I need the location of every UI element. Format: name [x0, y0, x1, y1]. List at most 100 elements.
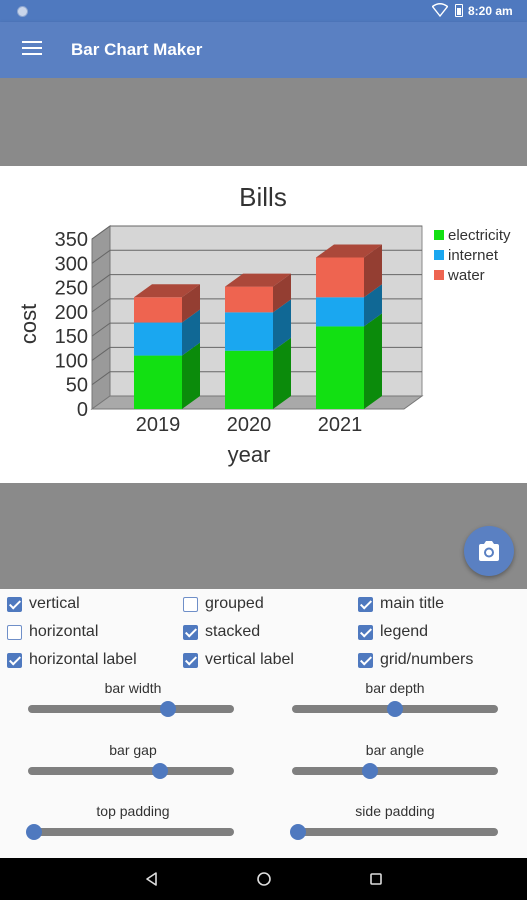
- option-label: vertical: [29, 595, 80, 612]
- bar-side: [273, 337, 291, 409]
- bar-width-slider[interactable]: [28, 699, 234, 719]
- checkbox[interactable]: [183, 596, 198, 612]
- option-horizontal-label[interactable]: horizontal label: [7, 649, 137, 671]
- slider-thumb[interactable]: [151, 763, 168, 779]
- bar-gap-label: bar gap: [109, 742, 157, 758]
- bar-segment: [316, 326, 364, 409]
- app-bar: Bar Chart Maker: [0, 22, 527, 78]
- controls-panel: vertical grouped main title horizontal s…: [0, 589, 527, 858]
- chart-side-wall: [91, 225, 111, 410]
- option-vertical-label[interactable]: vertical label: [183, 649, 294, 671]
- home-icon[interactable]: [256, 871, 272, 887]
- slider-thumb[interactable]: [387, 701, 403, 717]
- hamburger-icon[interactable]: [22, 41, 42, 57]
- y-axis-label: cost: [16, 304, 41, 344]
- bar-side: [182, 309, 200, 356]
- chart-area: 350 300 250 200 150 100 50 0 2019 2020 2021 Bills ye…: [0, 166, 527, 483]
- slider-thumb[interactable]: [290, 824, 307, 840]
- navigation-bar: [0, 858, 527, 900]
- bar-segment: [225, 286, 273, 313]
- gridline-side: [91, 347, 111, 361]
- slider-thumb[interactable]: [26, 824, 43, 840]
- top-padding-label: top padding: [96, 803, 170, 819]
- bar-side: [273, 299, 291, 351]
- slider-thumb[interactable]: [362, 763, 379, 779]
- bar-depth-slider[interactable]: [292, 699, 498, 719]
- checkbox[interactable]: [358, 624, 373, 640]
- slider-thumb[interactable]: [160, 701, 177, 717]
- app-title: Bar Chart Maker: [71, 40, 203, 59]
- bar-side: [182, 284, 200, 323]
- checkbox[interactable]: [7, 596, 22, 612]
- option-label: stacked: [205, 623, 261, 640]
- y-tick-label: 50: [66, 375, 88, 397]
- y-tick-label: 100: [55, 350, 88, 372]
- option-stacked[interactable]: stacked: [183, 621, 260, 643]
- gridline-side: [91, 298, 111, 313]
- x-axis-label: year: [228, 442, 271, 467]
- bar-side: [364, 313, 382, 409]
- bar-top: [316, 244, 382, 258]
- y-tick-label: 350: [55, 229, 88, 251]
- x-tick-label: 2021: [318, 414, 363, 436]
- bar-segment: [316, 257, 364, 298]
- checkbox[interactable]: [7, 652, 22, 668]
- gridline-side: [91, 274, 111, 288]
- legend-swatch: [434, 270, 444, 280]
- bar-side: [182, 342, 200, 409]
- checkbox[interactable]: [7, 624, 22, 640]
- option-grid-numbers[interactable]: grid/numbers: [358, 649, 473, 671]
- option-label: legend: [380, 623, 429, 640]
- option-legend[interactable]: legend: [358, 621, 428, 643]
- gridline-side: [91, 322, 111, 337]
- top-padding-slider[interactable]: [26, 822, 234, 842]
- checkbox[interactable]: [183, 624, 198, 640]
- bar-segment: [134, 355, 182, 409]
- bar-gap-slider[interactable]: [28, 761, 234, 781]
- recents-icon[interactable]: [369, 871, 383, 887]
- option-label: main title: [380, 595, 445, 612]
- bar-depth-label: bar depth: [365, 680, 425, 696]
- bar-top: [225, 273, 291, 287]
- back-icon[interactable]: [144, 871, 158, 887]
- camera-button[interactable]: [464, 526, 514, 576]
- bar-side: [273, 273, 291, 313]
- option-grouped[interactable]: grouped: [183, 593, 264, 615]
- canvas-background-bottom: [0, 483, 527, 589]
- battery-icon: [455, 4, 463, 17]
- option-vertical[interactable]: vertical: [7, 593, 80, 615]
- camera-icon: [479, 541, 499, 561]
- x-tick-label: 2020: [227, 414, 272, 436]
- side-padding-slider[interactable]: [290, 822, 498, 842]
- bar-angle-label: bar angle: [365, 742, 425, 758]
- y-tick-label: 300: [55, 253, 88, 275]
- legend-label: internet: [448, 247, 499, 264]
- option-label: grouped: [205, 595, 264, 612]
- chart-title: Bills: [239, 182, 287, 212]
- bar-side: [364, 284, 382, 327]
- wifi-icon: [432, 3, 448, 17]
- option-horizontal[interactable]: horizontal: [7, 621, 98, 643]
- canvas-background-top: [0, 78, 527, 166]
- status-bar: 8:20 am: [0, 0, 527, 22]
- checkbox[interactable]: [183, 652, 198, 668]
- gridline-side: [91, 249, 111, 264]
- option-label: grid/numbers: [380, 651, 474, 668]
- x-tick-label: 2019: [136, 414, 181, 436]
- legend-label: electricity: [448, 227, 511, 244]
- bar-angle-slider[interactable]: [292, 761, 498, 781]
- bar-segment: [225, 350, 273, 409]
- bar-side: [364, 244, 382, 298]
- legend-label: water: [447, 267, 485, 284]
- y-tick-label: 0: [77, 399, 88, 421]
- y-tick-label: 200: [55, 302, 88, 324]
- option-main-title[interactable]: main title: [358, 593, 444, 615]
- option-label: horizontal label: [29, 651, 137, 668]
- legend-swatch: [434, 230, 444, 240]
- y-tick-label: 150: [55, 326, 88, 348]
- bar-segment: [316, 297, 364, 327]
- checkbox[interactable]: [358, 596, 373, 612]
- checkbox[interactable]: [358, 652, 373, 668]
- option-label: horizontal: [29, 623, 99, 640]
